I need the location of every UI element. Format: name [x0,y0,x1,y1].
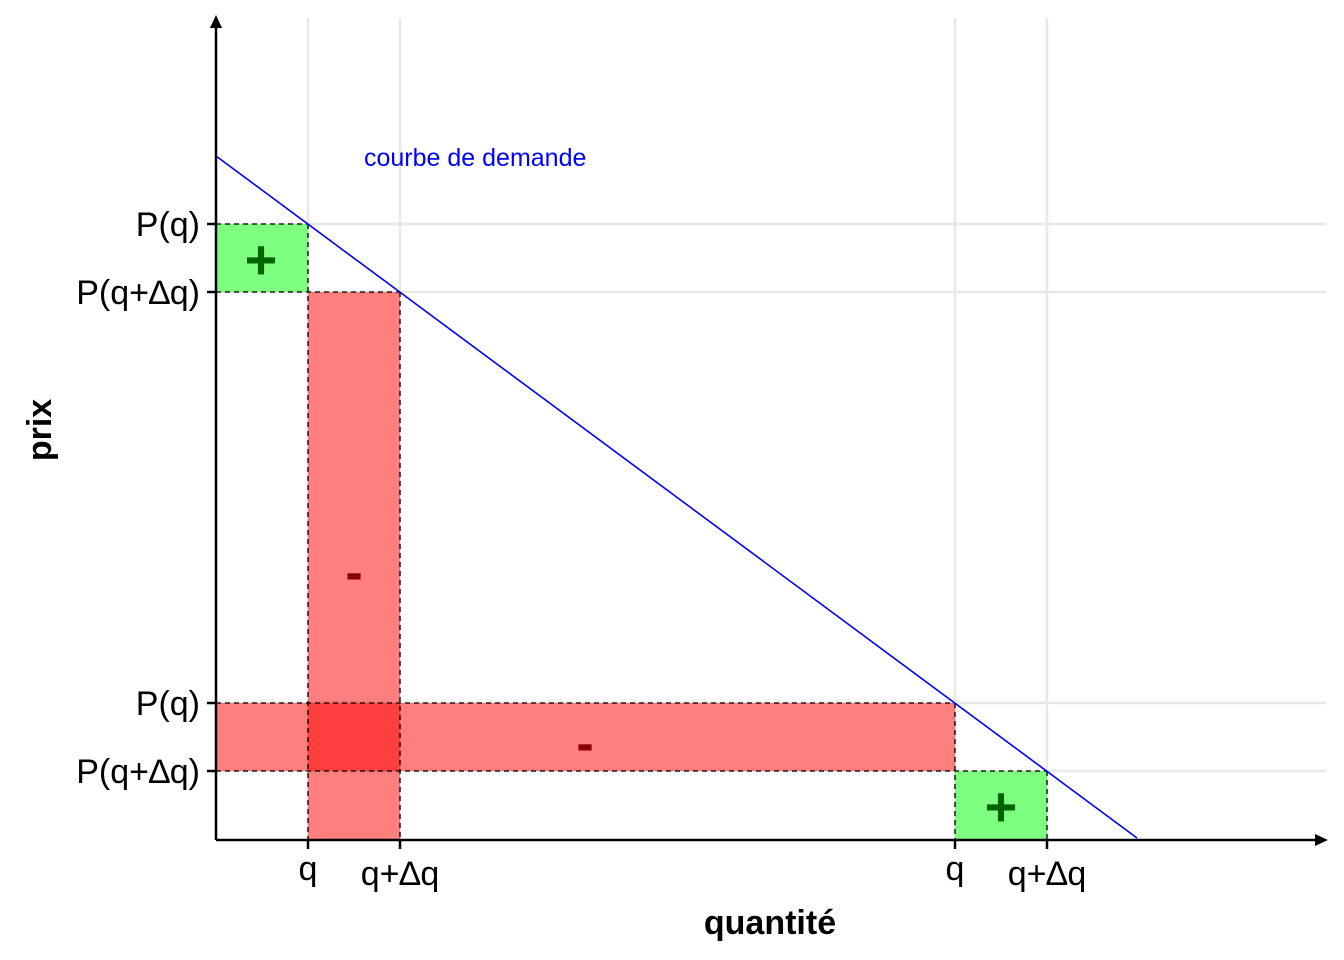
x-axis-title: quantité [704,904,836,942]
y-tick-label-pqdq-top: P(q+∆q) [76,274,200,312]
y-tick-label-pqdq-bottom: P(q+∆q) [76,753,200,791]
regions [216,224,1047,840]
loss-sign-horizontal: - [576,715,593,773]
x-tick-label-qdq-left: q+∆q [361,855,439,893]
loss-sign-vertical: - [345,544,362,602]
y-ticks: P(q) P(q+∆q) P(q) P(q+∆q) [76,206,216,791]
y-tick-label-pq-bottom: P(q) [136,685,200,723]
y-axis-title: prix [21,399,59,461]
x-tick-label-q-right: q [946,850,965,888]
dashed-guides [216,223,1048,840]
gain-region-bottom-right [955,771,1047,840]
x-ticks: q q+∆q q q+∆q [299,840,1086,893]
gain-sign-bottom-right: + [985,775,1018,838]
gain-sign-top-left: + [245,228,278,291]
x-tick-label-qdq-right: q+∆q [1008,855,1086,893]
x-tick-label-q-left: q [299,850,318,888]
loss-region-horizontal [216,703,955,771]
y-tick-label-pq-top: P(q) [136,206,200,244]
demand-curve-label: courbe de demande [364,144,586,172]
demand-curve-line [215,155,1138,839]
y-axis-arrowhead [210,15,222,28]
x-axis-arrowhead [1315,834,1328,846]
gain-region-top-left [216,224,308,292]
